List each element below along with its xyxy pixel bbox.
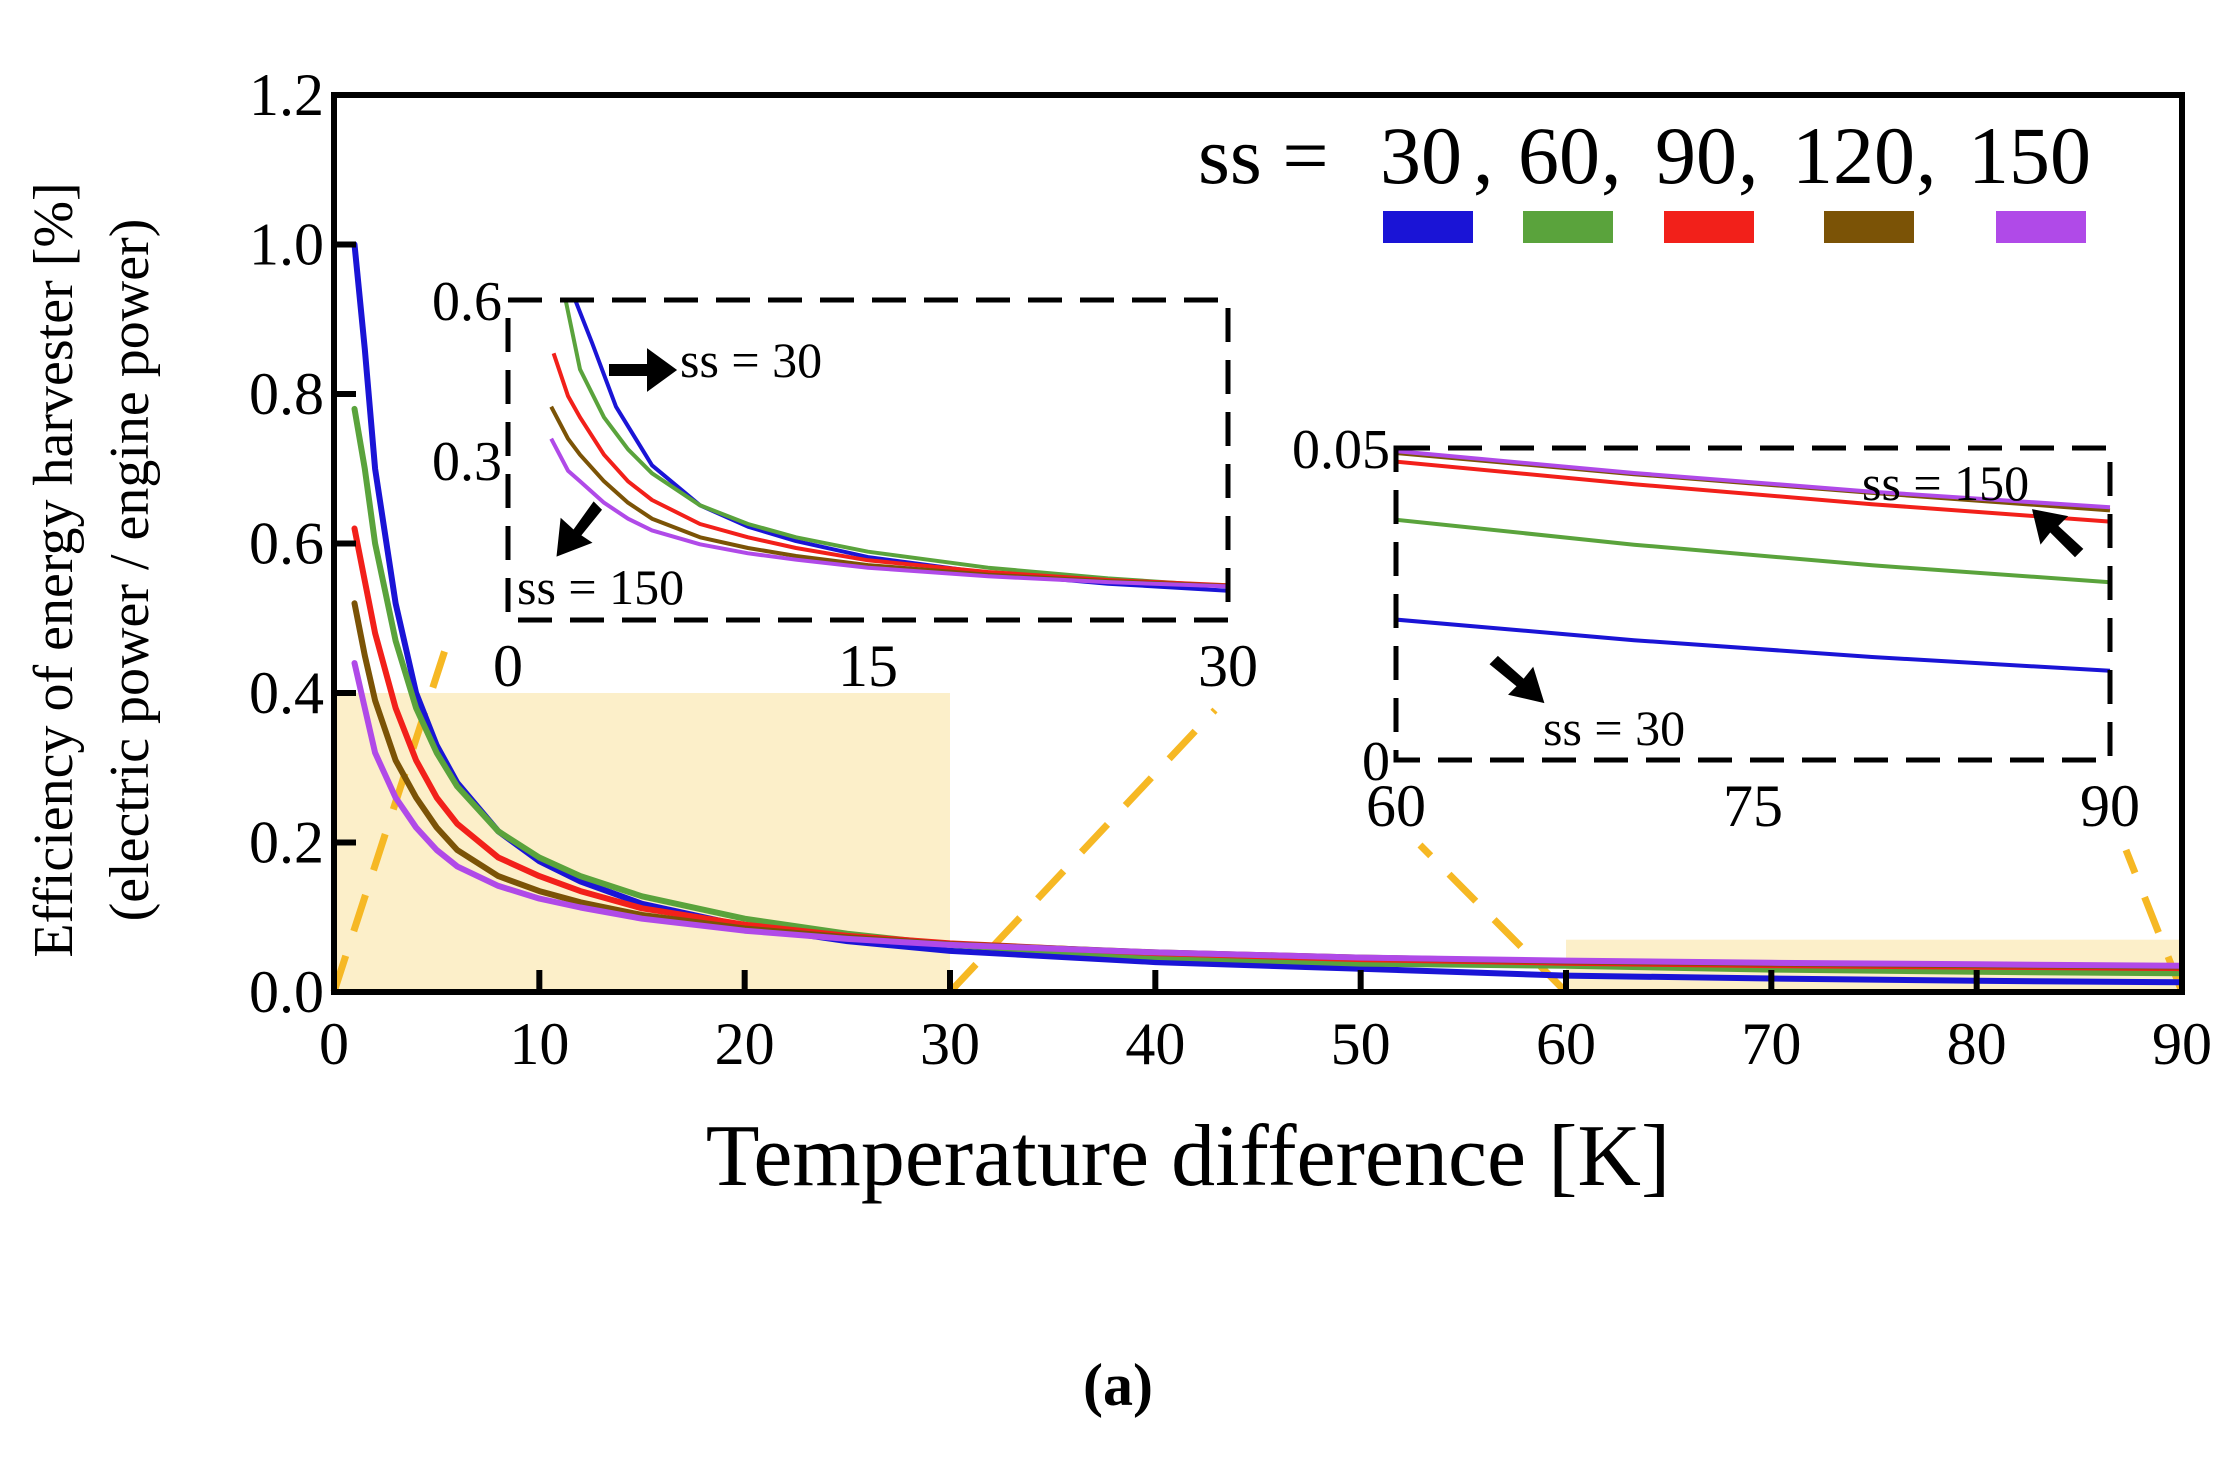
main-x-ticks: 0 10 20 30 40 50 60 70 80 90 xyxy=(319,970,2212,1077)
arrow-down-left-icon xyxy=(556,501,603,557)
inset-left-series-ss90 xyxy=(551,352,1229,588)
legend-prefix: ss = xyxy=(1198,110,1349,201)
main-x-tick-label: 20 xyxy=(715,1011,775,1077)
main-series-ss30 xyxy=(351,241,2185,986)
inset-right-series-ss60 xyxy=(1395,517,2111,585)
main-x-tick-label: 80 xyxy=(1947,1011,2007,1077)
legend-swatches xyxy=(1383,211,2086,243)
legend-label-ss60: 60 xyxy=(1518,110,1600,201)
inset-right-y-tick-label: 0 xyxy=(1362,731,1390,793)
inset-right-y-tick-label: 0.05 xyxy=(1292,419,1390,481)
x-axis-label: Temperature difference [K] xyxy=(706,1108,1671,1205)
inset-left-series-group xyxy=(549,299,1229,593)
legend-sep-2: , xyxy=(1601,110,1622,201)
arrow-down-right-icon xyxy=(1489,655,1545,704)
legend-swatch-ss90 xyxy=(1664,211,1754,243)
inset-left-annotation-ss150: ss = 150 xyxy=(517,559,684,615)
legend-swatch-ss30 xyxy=(1383,211,1473,243)
inset-left-x-tick-label: 30 xyxy=(1198,633,1258,699)
figure-caption-text: (a) xyxy=(1083,1352,1153,1418)
legend-swatch-ss60 xyxy=(1523,211,1613,243)
main-x-tick-label: 30 xyxy=(920,1011,980,1077)
figure-caption: (a) xyxy=(1083,1352,1153,1418)
inset-right: 60 75 90 0.05 0 ss = 150 ss = 30 xyxy=(1292,419,2140,839)
main-x-tick-label: 10 xyxy=(509,1011,569,1077)
inset-left-annotation-ss30: ss = 30 xyxy=(680,332,822,388)
inset-right-x-tick-label: 90 xyxy=(2080,773,2140,839)
inset-right-series-ss30 xyxy=(1395,617,2111,673)
main-y-tick-label: 0.2 xyxy=(249,810,324,876)
arrow-right-icon xyxy=(609,348,678,392)
main-y-tick-label: 0.4 xyxy=(249,660,324,726)
legend-swatch-ss120 xyxy=(1824,211,1914,243)
legend: ss = 30 , 60 , 90 , 120 , 150 xyxy=(1198,110,2091,243)
inset-left-y-tick-label: 0.6 xyxy=(432,271,502,333)
main-x-tick-label: 40 xyxy=(1125,1011,1185,1077)
inset-right-x-ticks: 60 75 90 xyxy=(1366,773,2140,839)
inset-right-annotation-ss150: ss = 150 xyxy=(1862,455,2029,511)
inset-left-y-tick-label: 0.3 xyxy=(432,431,502,493)
inset-left-x-tick-label: 0 xyxy=(493,633,523,699)
main-y-tick-label: 0.8 xyxy=(249,361,324,427)
inset-right-y-ticks: 0.05 0 xyxy=(1292,419,1390,793)
inset-right-series-ss90 xyxy=(1395,459,2111,524)
main-x-tick-label: 70 xyxy=(1741,1011,1801,1077)
main-y-tick-label: 0.0 xyxy=(249,959,324,1025)
legend-label-ss150: 150 xyxy=(1968,110,2091,201)
main-y-tick-label: 0.6 xyxy=(249,511,324,577)
main-series-group xyxy=(351,241,2185,986)
legend-sep-3: , xyxy=(1738,110,1759,201)
inset-right-frame xyxy=(1393,445,2113,763)
legend-sep-4: , xyxy=(1916,110,1937,201)
main-y-ticks: 0.0 0.2 0.4 0.6 0.8 1.0 1.2 xyxy=(249,62,356,1025)
inset-right-x-tick-label: 75 xyxy=(1723,773,1783,839)
inset-right-annotation-ss30: ss = 30 xyxy=(1543,700,1685,756)
main-series-ss150 xyxy=(351,660,2185,969)
inset-left-series-ss60 xyxy=(563,299,1229,589)
inset-left-x-tick-label: 15 xyxy=(838,633,898,699)
main-x-tick-label: 0 xyxy=(319,1011,349,1077)
arrow-up-left-icon xyxy=(2031,509,2084,558)
main-series-ss60 xyxy=(351,405,2185,977)
main-plot: 0 10 20 30 40 50 60 70 80 90 0.0 0.2 0.4 0.6 0.8 1.0 1.… xyxy=(249,62,2212,1077)
main-y-tick-label: 1.2 xyxy=(249,62,324,128)
inset-left-y-ticks: 0.6 0.3 xyxy=(432,271,502,493)
legend-sep-1: , xyxy=(1473,110,1494,201)
y-axis-label-line2: (electric power / engine power) xyxy=(99,219,161,922)
legend-label-ss120: 120 xyxy=(1792,110,1915,201)
main-x-tick-label: 90 xyxy=(2152,1011,2212,1077)
inset-left-x-ticks: 0 15 30 xyxy=(493,633,1258,699)
main-x-tick-label: 60 xyxy=(1536,1011,1596,1077)
y-axis-label-line1: Efficiency of energy harvester [%] xyxy=(23,182,85,957)
legend-label-ss30: 30 xyxy=(1380,110,1462,201)
inset-left: 0 15 30 0.6 0.3 ss = 30 ss = 150 xyxy=(432,271,1258,699)
inset-right-series-ss150 xyxy=(1395,449,2111,510)
main-y-tick-label: 1.0 xyxy=(249,212,324,278)
legend-swatch-ss150 xyxy=(1996,211,2086,243)
legend-label-ss90: 90 xyxy=(1655,110,1737,201)
main-x-tick-label: 50 xyxy=(1331,1011,1391,1077)
inset-right-series-group xyxy=(1395,449,2111,673)
inset-left-series-ss150 xyxy=(549,437,1229,589)
inset-right-x-tick-label: 60 xyxy=(1366,773,1426,839)
